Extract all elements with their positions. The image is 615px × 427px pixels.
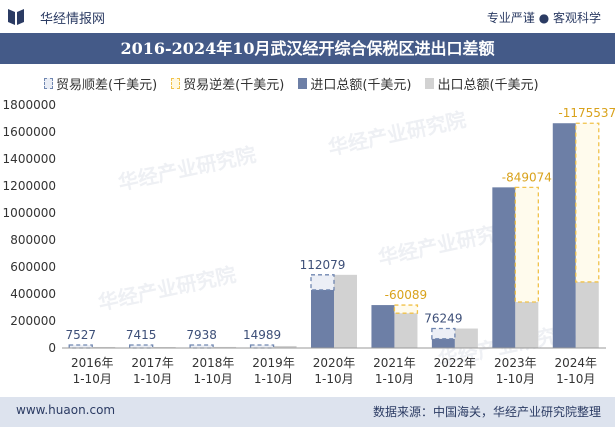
brand-logo-icon	[8, 9, 24, 25]
x-tick-label: 1-10月	[314, 372, 353, 386]
legend-label-export: 出口总额(千美元)	[437, 77, 539, 93]
watermark-text: 华经产业研究院	[326, 107, 468, 160]
x-axis: 2016年 1-10月 2017年 1-10月 2018年 1-10月 2019年 1-10月…	[62, 347, 606, 386]
x-tick-label: 2023年	[494, 356, 537, 370]
deficit-box	[514, 186, 539, 303]
export-bar	[394, 313, 418, 348]
footer-url[interactable]: www.huaon.com	[16, 403, 116, 417]
import-bar	[492, 187, 516, 348]
balance-value-label: 7527	[65, 328, 96, 342]
y-tick-label: 600000	[10, 260, 56, 274]
x-tick-label: 2024年	[555, 356, 598, 370]
y-tick-label: 0	[48, 341, 56, 355]
chart-legend: 贸易顺差(千美元) 贸易逆差(千美元) 进口总额(千美元) 出口总额(千美元)	[44, 74, 553, 93]
slogan: 专业严谨 ● 客观科学	[486, 11, 601, 25]
y-tick-label: 1400000	[3, 152, 56, 166]
balance-value-label: 7415	[126, 328, 157, 342]
x-tick-label: 2017年	[131, 356, 174, 370]
data-source: 数据来源：中国海关，华经产业研究院整理	[372, 405, 601, 419]
x-tick-label: 1-10月	[496, 372, 535, 386]
import-bar	[552, 123, 576, 348]
balance-value-label: 112079	[300, 258, 346, 272]
y-tick-label: 1000000	[3, 206, 56, 220]
export-bar	[515, 301, 539, 348]
import-bar	[311, 289, 334, 348]
export-bar	[273, 345, 297, 348]
y-tick-label: 1600000	[3, 125, 56, 139]
x-tick-label: 1-10月	[133, 372, 172, 386]
import-bar	[371, 305, 395, 348]
balance-value-label: -849074	[502, 170, 552, 184]
balance-value-label: -60089	[385, 288, 428, 302]
y-axis: 0 200000 400000 600000 800000 1000000 1200000 1…	[3, 98, 56, 355]
footer: www.huaon.com 数据来源：中国海关，华经产业研究院整理	[0, 397, 615, 427]
import-bar	[431, 338, 455, 348]
x-tick-label: 2016年	[71, 356, 114, 370]
x-tick-label: 1-10月	[193, 372, 232, 386]
export-bar	[334, 274, 357, 348]
legend-item-surplus: 贸易顺差(千美元)	[44, 74, 157, 93]
legend-item-export: 出口总额(千美元)	[425, 74, 539, 93]
y-tick-label: 400000	[10, 287, 56, 301]
top-bar: 华经情报网 专业严谨 ● 客观科学	[0, 0, 615, 33]
x-tick-label: 2022年	[434, 356, 477, 370]
surplus-box	[310, 274, 335, 291]
deficit-box	[393, 304, 419, 314]
legend-swatch-import	[298, 77, 308, 89]
bar-layer: 7527 7415 7938 14989 112079 -60089 76249 -84907…	[65, 106, 615, 349]
legend-label-deficit: 贸易逆差(千美元)	[183, 77, 285, 93]
export-bar	[575, 281, 599, 348]
legend-swatch-export	[425, 77, 435, 89]
balance-value-label: 14989	[243, 328, 281, 342]
x-tick-label: 2019年	[252, 356, 295, 370]
surplus-box	[431, 327, 456, 340]
x-tick-label: 2018年	[192, 356, 235, 370]
y-tick-label: 1800000	[3, 98, 56, 112]
y-tick-label: 1200000	[3, 179, 56, 193]
export-bar	[213, 346, 237, 348]
y-tick-label: 200000	[10, 314, 56, 328]
chart-plot: 华经产业研究院华经产业研究院华经产业研究院华经产业研究院华经产业研究院 0200…	[3, 98, 615, 386]
legend-swatch-deficit	[171, 77, 181, 89]
balance-value-label: 7938	[186, 328, 217, 342]
export-bar	[454, 328, 478, 348]
x-tick-label: 1-10月	[73, 372, 112, 386]
legend-label-import: 进口总额(千美元)	[310, 77, 412, 93]
balance-value-label: -1175537	[558, 106, 615, 120]
balance-value-label: 76249	[424, 312, 462, 326]
watermark-text: 华经产业研究院	[96, 262, 238, 315]
x-tick-label: 1-10月	[556, 372, 595, 386]
chart-title: 2016-2024年10月武汉经开综合保税区进出口差额	[120, 39, 495, 58]
brand-name: 华经情报网	[40, 12, 106, 27]
x-tick-label: 1-10月	[435, 372, 474, 386]
legend-swatch-surplus	[44, 77, 53, 89]
title-bar: 2016-2024年10月武汉经开综合保税区进出口差额	[0, 33, 615, 64]
deficit-box	[575, 122, 600, 283]
legend-item-deficit: 贸易逆差(千美元)	[171, 74, 284, 93]
legend-item-import: 进口总额(千美元)	[298, 74, 411, 93]
watermark-text: 华经产业研究院	[116, 142, 258, 195]
x-tick-label: 2021年	[373, 356, 416, 370]
export-bar	[92, 346, 116, 348]
legend-label-surplus: 贸易顺差(千美元)	[56, 77, 158, 93]
x-tick-label: 1-10月	[254, 372, 293, 386]
x-tick-label: 2020年	[313, 356, 356, 370]
y-tick-label: 800000	[10, 233, 56, 247]
x-tick-label: 1-10月	[375, 372, 414, 386]
export-bar	[152, 346, 176, 348]
